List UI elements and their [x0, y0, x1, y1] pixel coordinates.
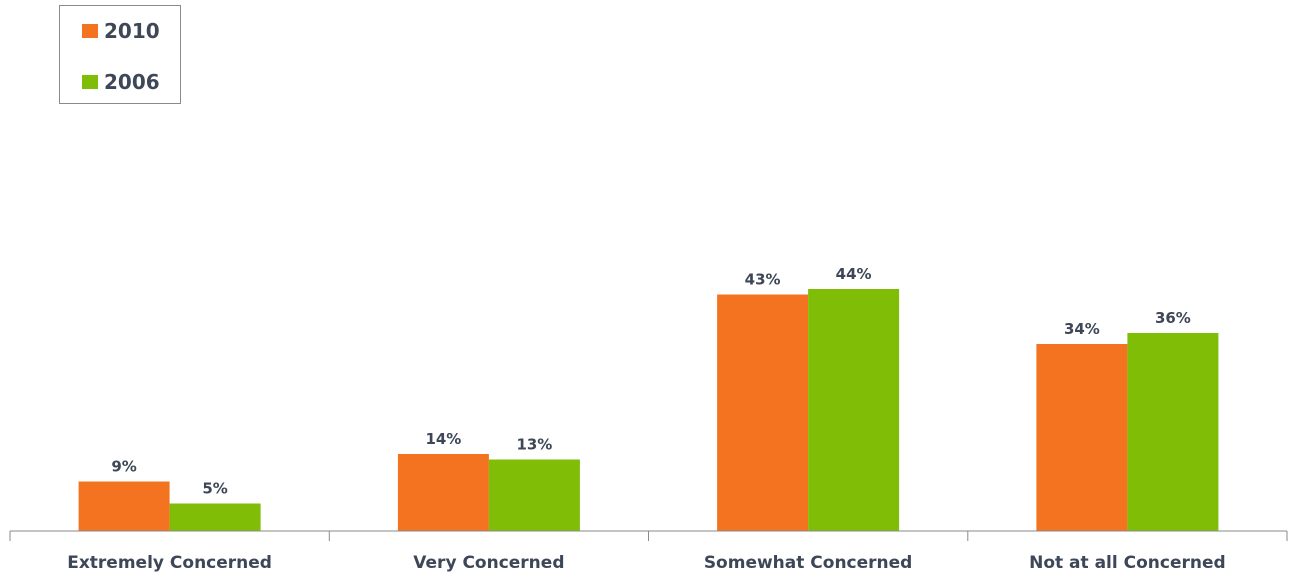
- chart-legend: 2010 2006: [59, 5, 181, 104]
- value-label-2006-1: 13%: [516, 436, 552, 454]
- category-label-3: Not at all Concerned: [1029, 553, 1226, 573]
- category-label-0: Extremely Concerned: [67, 553, 272, 573]
- legend-item-2006: 2006: [82, 70, 160, 94]
- value-label-2010-3: 34%: [1064, 320, 1100, 338]
- bar-2006-1: [488, 459, 580, 531]
- bar-2006-2: [808, 289, 900, 531]
- plot-area: 9% 5% 14% 13% 43% 44% 34% 36% Extremely Concerne…: [9, 265, 1288, 573]
- bar-2010-1: [397, 454, 489, 531]
- value-label-2010-2: 43%: [745, 271, 781, 289]
- value-label-2010-1: 14%: [425, 430, 461, 448]
- bar-2006-3: [1127, 333, 1219, 531]
- category-label-2: Somewhat Concerned: [704, 553, 913, 573]
- bar-2010-3: [1036, 344, 1128, 531]
- legend-swatch-2010: [82, 24, 98, 38]
- value-label-2006-2: 44%: [836, 265, 872, 283]
- legend-label-2010: 2010: [104, 19, 160, 43]
- legend-swatch-2006: [82, 75, 98, 89]
- value-label-2006-0: 5%: [202, 480, 227, 498]
- bar-2010-2: [717, 294, 809, 531]
- legend-item-2010: 2010: [82, 19, 160, 43]
- bar-2010-0: [78, 481, 170, 531]
- value-label-2010-0: 9%: [111, 458, 136, 476]
- legend-label-2006: 2006: [104, 70, 160, 94]
- bar-2006-0: [169, 503, 261, 531]
- value-label-2006-3: 36%: [1155, 309, 1191, 327]
- category-label-1: Very Concerned: [413, 553, 564, 573]
